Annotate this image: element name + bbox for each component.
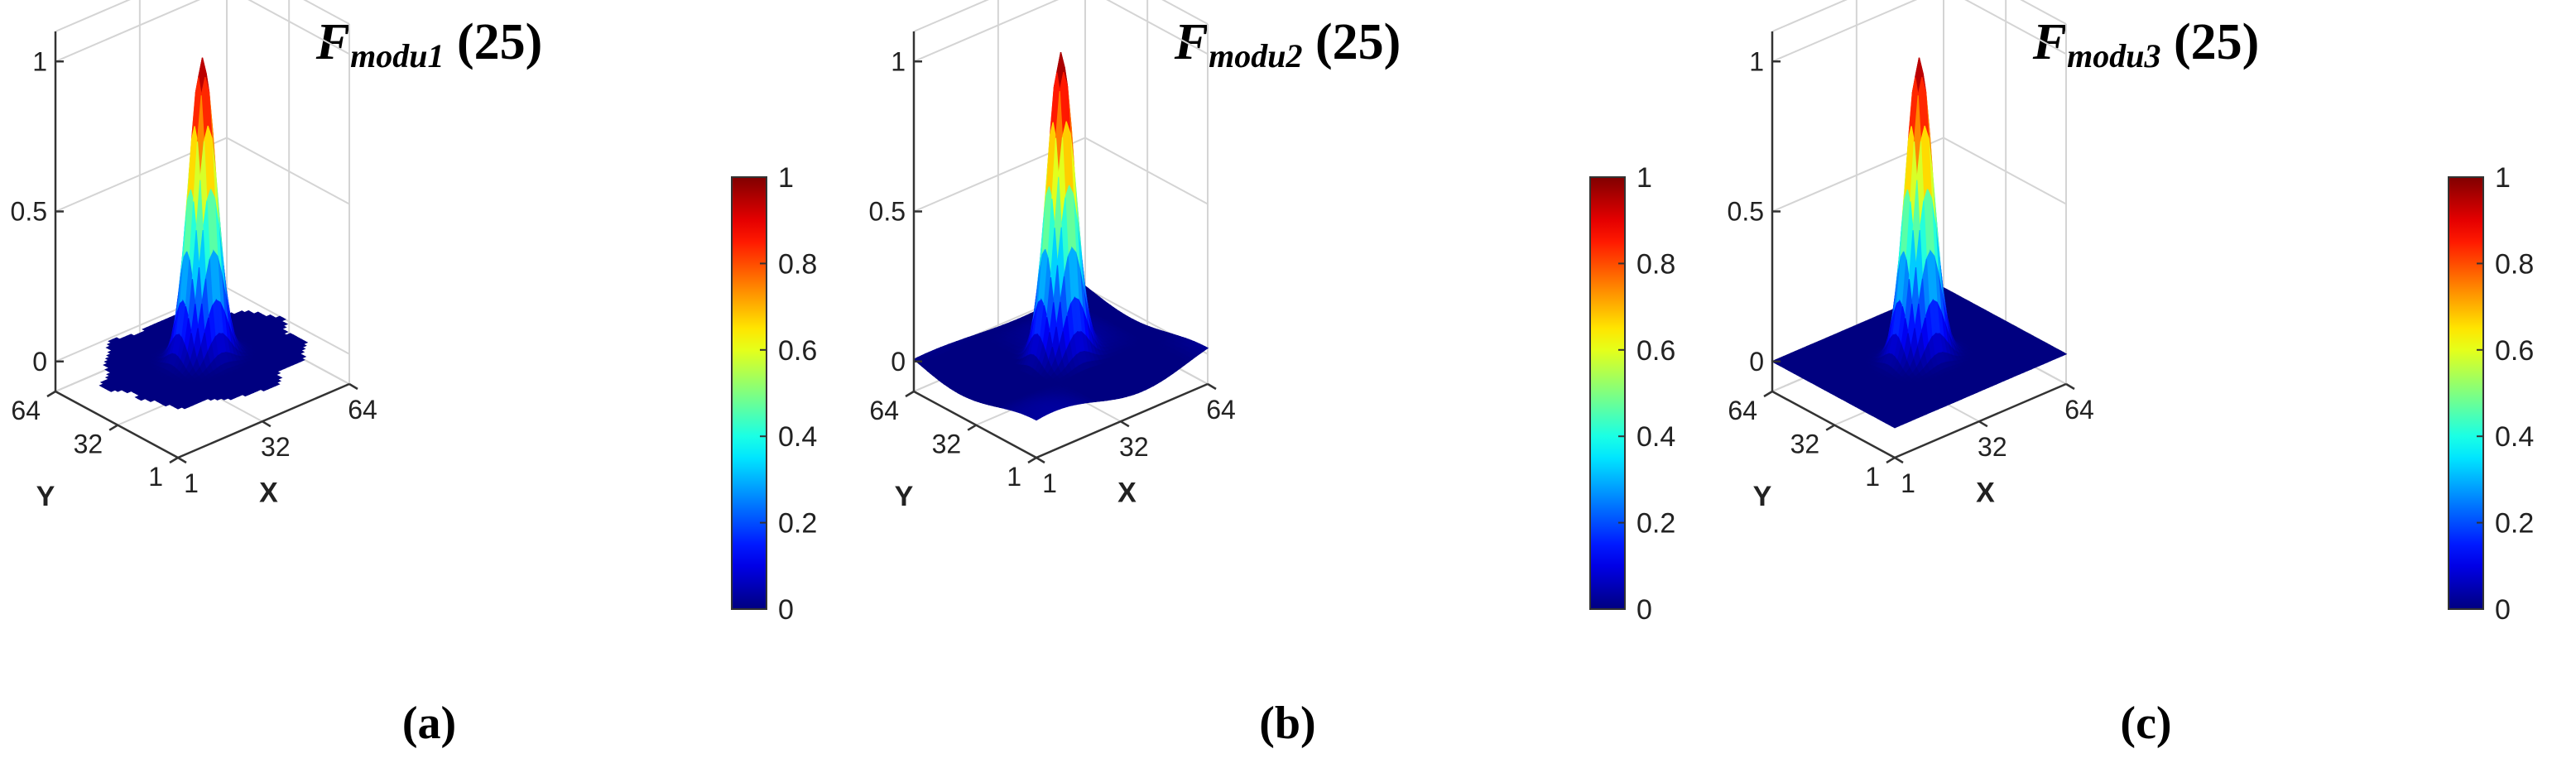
surface-cell — [174, 405, 184, 410]
colorbar-tick-label: 0.2 — [1636, 508, 1675, 540]
y-tick — [46, 390, 56, 398]
x-tick — [177, 456, 187, 464]
x-tick-label: 1 — [184, 468, 199, 498]
y-tick-label: 32 — [932, 430, 962, 459]
title-function: F — [315, 14, 351, 70]
panel-caption: (a) — [401, 698, 457, 749]
colorbar-tick-label: 0 — [778, 594, 794, 626]
x-tick-label: 64 — [348, 395, 377, 425]
x-tick — [262, 420, 272, 428]
x-axis-line — [177, 382, 350, 459]
y-tick — [169, 456, 179, 464]
y-tick — [108, 424, 118, 431]
title-subscript: modu3 — [2067, 37, 2161, 74]
y-tick — [905, 390, 915, 398]
title-argument: (25) — [1302, 14, 1401, 70]
y-tick-label: 1 — [148, 462, 163, 492]
y-tick-label: 1 — [1007, 462, 1021, 492]
surface — [99, 57, 309, 410]
z-tick-label: 0 — [32, 347, 47, 377]
x-tick — [348, 382, 358, 391]
title-subscript: modu2 — [1209, 37, 1303, 74]
surface-cell — [180, 405, 190, 410]
x-tick-label: 1 — [1042, 468, 1057, 498]
surface — [1771, 57, 2068, 429]
y-tick — [967, 424, 977, 431]
panel-title: Fmodu1 (25) — [0, 13, 858, 75]
colorbar-tick-label: 0.6 — [778, 335, 817, 367]
colorbar-tick-label: 0.4 — [778, 421, 817, 453]
colorbar-tick-label: 0.2 — [778, 508, 817, 540]
colorbar-tick-label: 0.8 — [778, 248, 817, 280]
colorbar-tick-label: 1 — [1636, 162, 1652, 194]
surface-cell — [220, 396, 229, 401]
colorbar — [731, 176, 767, 610]
surface-cell — [113, 387, 123, 392]
surface-cell — [107, 387, 117, 392]
surface-cell — [227, 396, 236, 401]
title-subscript: modu1 — [350, 37, 445, 74]
colorbar-tick-label: 1 — [778, 162, 794, 194]
surface-cell — [1032, 415, 1041, 421]
x-axis-line — [1036, 382, 1209, 459]
colorbar-tick-label: 0.6 — [1636, 335, 1675, 367]
x-tick-label: 64 — [1206, 395, 1236, 425]
surface-cell — [213, 396, 223, 401]
colorbar-tick-label: 0.8 — [1636, 248, 1675, 280]
title-argument: (25) — [444, 14, 543, 70]
z-tick-label: 1 — [891, 46, 906, 76]
x-tick-label: 32 — [261, 432, 291, 462]
z-tick-label: 1 — [32, 46, 47, 76]
x-tick — [1120, 420, 1130, 428]
surface — [912, 52, 1209, 421]
x-tick — [1207, 382, 1217, 391]
surface-cell — [161, 401, 171, 407]
x-tick-label: 32 — [1119, 432, 1149, 462]
panel-caption: (c) — [2120, 698, 2172, 749]
colorbar-tick-label: 0.4 — [1636, 421, 1675, 453]
panel-title: Fmodu3 (25) — [1717, 13, 2575, 75]
x-axis-label: X — [259, 478, 278, 509]
y-axis-label: Y — [895, 481, 914, 512]
x-tick — [1036, 456, 1045, 464]
surface-cell — [259, 386, 269, 391]
y-axis-label: Y — [36, 481, 55, 512]
y-tick — [1027, 456, 1037, 464]
title-function: F — [2032, 14, 2068, 70]
surface-cell — [147, 397, 156, 402]
y-tick-label: 64 — [11, 396, 41, 425]
colorbar-tick-label: 0 — [1636, 594, 1652, 626]
surface-cell — [123, 389, 132, 394]
panel-title: Fmodu2 (25) — [858, 13, 1717, 75]
z-tick-label: 0 — [891, 347, 906, 377]
y-tick-label: 32 — [74, 430, 103, 459]
y-tick-label: 64 — [869, 396, 899, 425]
surface-cell — [241, 392, 251, 397]
z-tick-label: 0.5 — [869, 197, 906, 227]
title-function: F — [1174, 14, 1209, 70]
colorbar — [1589, 176, 1626, 610]
x-axis-label: X — [1117, 478, 1137, 509]
surface-cell — [206, 396, 216, 401]
panel-caption: (b) — [1259, 698, 1316, 749]
title-argument: (25) — [2160, 14, 2260, 70]
z-tick-label: 0.5 — [11, 197, 47, 227]
surface-cell — [137, 396, 147, 401]
